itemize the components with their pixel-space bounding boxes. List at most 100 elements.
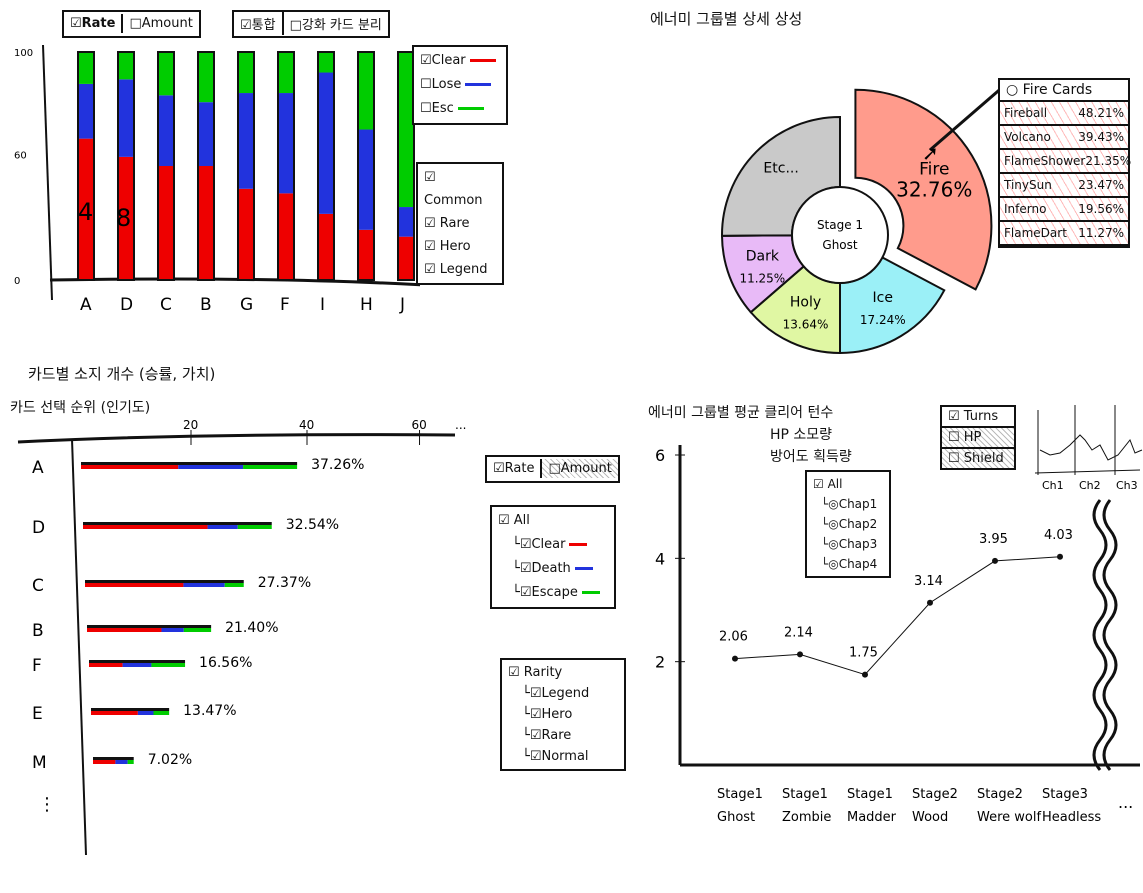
- mini-trend-line: [1039, 434, 1143, 461]
- rate-option[interactable]: ☑Rate: [64, 14, 124, 33]
- tree-item-death[interactable]: └☑Death: [498, 557, 608, 581]
- tree-item-legend[interactable]: └☑Legend: [522, 686, 590, 701]
- card-name: Inferno: [1004, 202, 1047, 216]
- mini-x-axis: [1034, 469, 1141, 474]
- legend-item-esc[interactable]: ☐Esc: [420, 97, 500, 121]
- data-label: 3.95: [979, 532, 1008, 547]
- bar-segment-esc: [358, 52, 374, 130]
- line-title-2: HP 소모량: [770, 427, 833, 443]
- x-tick-label: Wood: [912, 810, 948, 825]
- tree-root-all[interactable]: ☑ All: [498, 513, 530, 528]
- rate-option[interactable]: ☑Rate: [487, 459, 543, 478]
- bar-segment-esc: [118, 52, 134, 80]
- center-label: Stage 1: [817, 218, 863, 232]
- bar-outline: [237, 51, 255, 281]
- bar-segment: [243, 465, 298, 469]
- tree-root-rarity[interactable]: ☑ Rarity: [508, 665, 563, 680]
- bar-segment-clear: [198, 166, 214, 280]
- tree-item-clear[interactable]: └☑Clear: [498, 533, 608, 557]
- x-tick-label: B: [200, 295, 212, 315]
- rarity-item[interactable]: ☑ Common: [424, 170, 483, 208]
- bar-total: [83, 522, 272, 525]
- tree-item-rare[interactable]: └☑Rare: [522, 728, 572, 743]
- amount-option[interactable]: □Amount: [129, 16, 193, 31]
- bar-value-label: 21.40%: [225, 620, 278, 636]
- x-tick-label: Stage1: [717, 787, 763, 802]
- y-axis: [71, 438, 87, 855]
- slice-value: 11.25%: [739, 271, 785, 285]
- bar-outline: [157, 51, 175, 281]
- data-point: [1057, 553, 1063, 560]
- bar-value-label: 32.54%: [286, 517, 339, 533]
- series-line: [734, 556, 1061, 676]
- slice-label: Dark: [746, 248, 780, 264]
- legend-item-lose[interactable]: ☐Lose: [420, 73, 500, 97]
- bar-value-label: 13.47%: [183, 703, 236, 719]
- tree-item-normal[interactable]: └☑Normal: [522, 749, 589, 764]
- rate-amount-toggle-2: ☑Rate □Amount: [485, 455, 620, 483]
- tree-root-all[interactable]: ☑ All: [813, 477, 843, 491]
- bar-segment: [93, 760, 116, 764]
- data-label: 4.03: [1044, 528, 1073, 543]
- bar-segment-clear: [158, 166, 174, 280]
- fire-card-row[interactable]: FlameDart 11.27%: [1000, 222, 1128, 246]
- mini-x-label: Ch1: [1042, 479, 1064, 492]
- bar-segment: [237, 525, 272, 529]
- tree-item-chap3[interactable]: └◎Chap3: [821, 537, 878, 551]
- metric-option-shield[interactable]: ☐ Shield: [942, 449, 1014, 468]
- tree-item-chap4[interactable]: └◎Chap4: [821, 557, 878, 571]
- legend-item-clear[interactable]: ☑Clear: [420, 49, 500, 73]
- bar-value-label: 37.26%: [311, 457, 364, 473]
- y-tick-label: A: [32, 458, 44, 478]
- y-tick-label: 0: [14, 276, 20, 287]
- amount-option[interactable]: □Amount: [542, 459, 618, 478]
- tree-item-escape[interactable]: └☑Escape: [498, 581, 608, 605]
- split-upgraded-option[interactable]: □강화 카드 분리: [289, 18, 382, 33]
- bar-segment-clear: [118, 156, 134, 280]
- bar-value-label: 16.56%: [199, 655, 252, 671]
- bar-outline: [397, 51, 415, 281]
- legend-swatch: [569, 543, 588, 546]
- bar-total: [87, 625, 212, 628]
- data-point: [992, 557, 998, 564]
- card-value: 11.27%: [1078, 226, 1124, 240]
- merged-option[interactable]: ☑통합: [234, 12, 284, 35]
- y-tick-label: 100: [14, 48, 33, 59]
- bar-segment-lose: [358, 129, 374, 230]
- horizontal-bar-chart: 20 40 60 ... A 37.26% D 32.54% C 27.37% B 21.40% F 16…: [17, 418, 466, 855]
- x-tick-label: F: [280, 295, 290, 315]
- legend-swatch: [581, 591, 600, 594]
- fire-card-row[interactable]: FlameShower 21.35%: [1000, 150, 1131, 174]
- metric-option-hp[interactable]: ☐ HP: [942, 428, 1014, 449]
- fire-card-row[interactable]: Fireball 48.21%: [1000, 102, 1128, 126]
- card-name: FlameDart: [1004, 226, 1067, 240]
- bar-total: [89, 660, 186, 663]
- metric-toggle: ☑ Turns ☐ HP ☐ Shield: [940, 405, 1016, 470]
- x-tick-label: Stage2: [977, 787, 1023, 802]
- slice-label: Etc...: [763, 161, 798, 177]
- x-tick-label: C: [160, 295, 172, 315]
- fire-card-row[interactable]: Volcano 39.43%: [1000, 126, 1128, 150]
- y-tick-label: C: [32, 576, 44, 596]
- tree-item-chap1[interactable]: └◎Chap1: [821, 497, 878, 511]
- bar-segment-esc: [398, 52, 414, 208]
- x-tick-label: Stage1: [847, 787, 893, 802]
- rarity-item[interactable]: ☑ Hero: [424, 239, 471, 254]
- rarity-item[interactable]: ☑ Rare: [424, 216, 470, 231]
- annotation: 8: [116, 204, 131, 232]
- bar-segment: [183, 583, 225, 587]
- y-tick-label: D: [32, 518, 45, 538]
- fire-card-row[interactable]: Inferno 19.56%: [1000, 198, 1128, 222]
- bar-segment: [89, 663, 123, 667]
- bar-total: [85, 580, 244, 583]
- rarity-item[interactable]: ☑ Legend: [424, 262, 488, 277]
- metric-option-turns[interactable]: ☑ Turns: [942, 407, 1014, 428]
- tree-item-hero[interactable]: └☑Hero: [522, 707, 573, 722]
- bar-outline: [197, 51, 215, 281]
- fire-card-row[interactable]: TinySun 23.47%: [1000, 174, 1128, 198]
- donut-center: [791, 186, 889, 284]
- tree-item-chap2[interactable]: └◎Chap2: [821, 517, 878, 531]
- bar-segment: [178, 465, 244, 469]
- bar-segment-lose: [398, 207, 414, 237]
